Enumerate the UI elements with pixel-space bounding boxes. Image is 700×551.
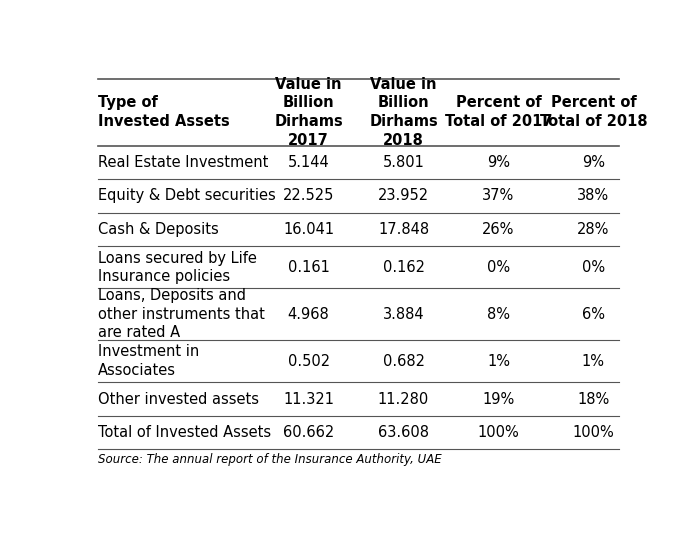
- Text: 18%: 18%: [578, 392, 610, 407]
- Text: 60.662: 60.662: [283, 425, 334, 440]
- Text: 23.952: 23.952: [378, 188, 429, 203]
- Text: 37%: 37%: [482, 188, 514, 203]
- Text: 0.162: 0.162: [382, 260, 424, 275]
- Text: Cash & Deposits: Cash & Deposits: [98, 222, 219, 237]
- Text: 3.884: 3.884: [383, 307, 424, 322]
- Text: 5.144: 5.144: [288, 155, 330, 170]
- Text: 1%: 1%: [582, 354, 605, 369]
- Text: 0.502: 0.502: [288, 354, 330, 369]
- Text: 22.525: 22.525: [283, 188, 335, 203]
- Text: 11.321: 11.321: [283, 392, 334, 407]
- Text: Value in
Billion
Dirhams
2017: Value in Billion Dirhams 2017: [274, 77, 343, 148]
- Text: 16.041: 16.041: [283, 222, 334, 237]
- Text: 4.968: 4.968: [288, 307, 330, 322]
- Text: Source: The annual report of the Insurance Authority, UAE: Source: The annual report of the Insuran…: [98, 453, 442, 466]
- Text: 63.608: 63.608: [378, 425, 429, 440]
- Text: Equity & Debt securities: Equity & Debt securities: [98, 188, 276, 203]
- Text: Other invested assets: Other invested assets: [98, 392, 260, 407]
- Text: Investment in
Associates: Investment in Associates: [98, 344, 200, 378]
- Text: 0.161: 0.161: [288, 260, 330, 275]
- Text: Loans, Deposits and
other instruments that
are rated A: Loans, Deposits and other instruments th…: [98, 288, 265, 341]
- Text: Type of
Invested Assets: Type of Invested Assets: [98, 95, 230, 129]
- Text: 38%: 38%: [578, 188, 610, 203]
- Text: 1%: 1%: [487, 354, 510, 369]
- Text: 0.682: 0.682: [382, 354, 424, 369]
- Text: Loans secured by Life
Insurance policies: Loans secured by Life Insurance policies: [98, 251, 257, 284]
- Text: 28%: 28%: [578, 222, 610, 237]
- Text: 100%: 100%: [477, 425, 519, 440]
- Text: Real Estate Investment: Real Estate Investment: [98, 155, 269, 170]
- Text: 9%: 9%: [582, 155, 605, 170]
- Text: 19%: 19%: [482, 392, 514, 407]
- Text: 17.848: 17.848: [378, 222, 429, 237]
- Text: Total of Invested Assets: Total of Invested Assets: [98, 425, 272, 440]
- Text: 5.801: 5.801: [383, 155, 424, 170]
- Text: 9%: 9%: [487, 155, 510, 170]
- Text: Percent of
Total of 2018: Percent of Total of 2018: [540, 95, 648, 129]
- Text: 26%: 26%: [482, 222, 514, 237]
- Text: Percent of
Total of 2017: Percent of Total of 2017: [444, 95, 552, 129]
- Text: 8%: 8%: [487, 307, 510, 322]
- Text: 0%: 0%: [487, 260, 510, 275]
- Text: 6%: 6%: [582, 307, 605, 322]
- Text: Value in
Billion
Dirhams
2018: Value in Billion Dirhams 2018: [369, 77, 438, 148]
- Text: 0%: 0%: [582, 260, 605, 275]
- Text: 11.280: 11.280: [378, 392, 429, 407]
- Text: 100%: 100%: [573, 425, 615, 440]
